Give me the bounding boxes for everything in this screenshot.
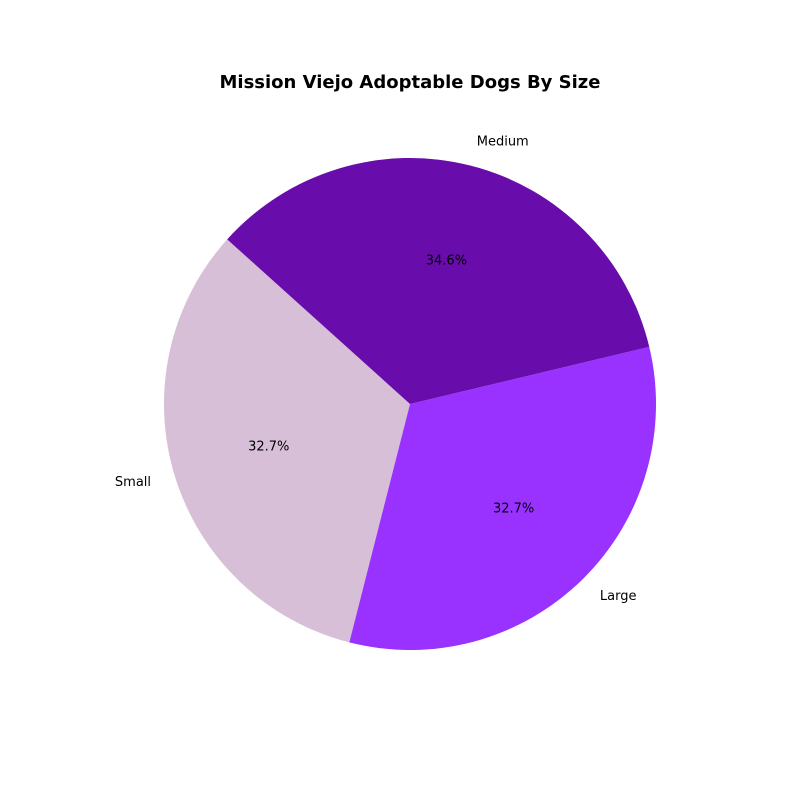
pie-slices bbox=[164, 158, 656, 650]
pie-slice-large bbox=[349, 346, 656, 650]
pie-labels: 32.7% Small 32.7% Large 34.6% Medium bbox=[115, 134, 637, 604]
pie-slice-small bbox=[164, 239, 410, 643]
pie-percent-label-medium: 34.6% bbox=[426, 253, 467, 268]
pie-slice-medium bbox=[227, 158, 650, 404]
pie-category-label-small: Small bbox=[115, 475, 151, 490]
pie-category-label-large: Large bbox=[600, 589, 637, 604]
pie-percent-label-large: 32.7% bbox=[493, 502, 534, 517]
pie-percent-label-small: 32.7% bbox=[248, 439, 289, 454]
pie-category-label-medium: Medium bbox=[477, 134, 529, 149]
chart-title: Mission Viejo Adoptable Dogs By Size bbox=[220, 72, 601, 93]
